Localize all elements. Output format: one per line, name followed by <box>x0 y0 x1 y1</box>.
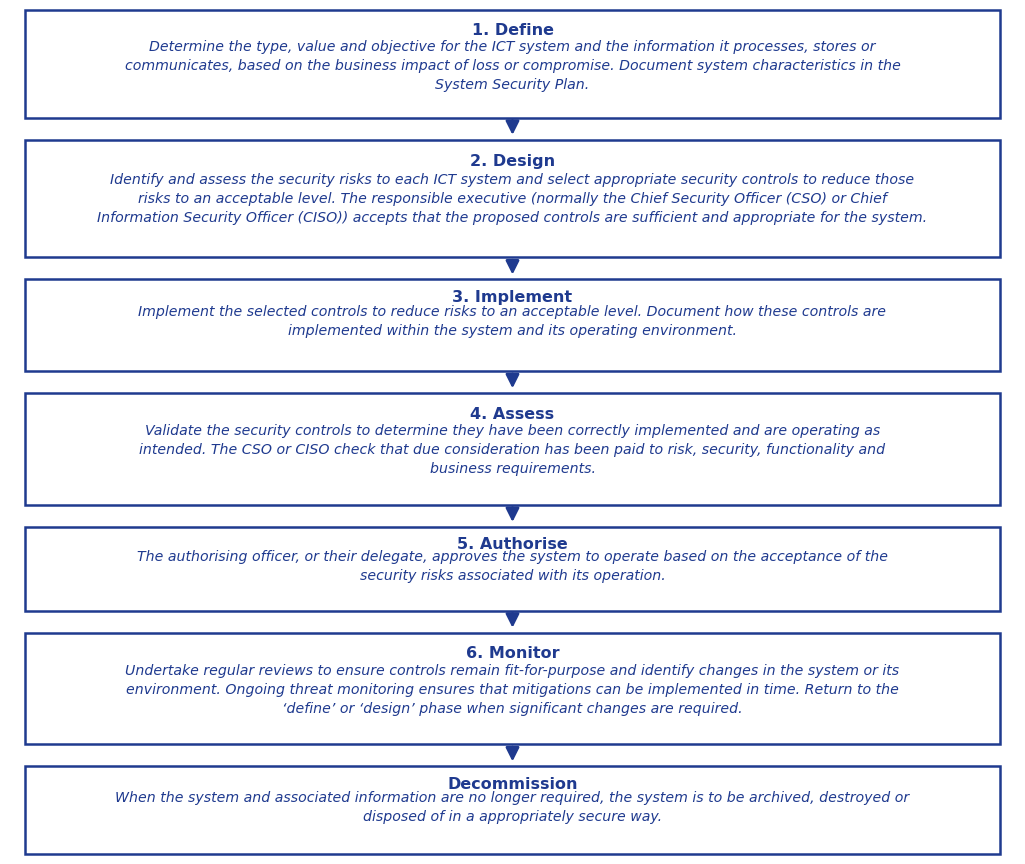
FancyBboxPatch shape <box>25 393 1000 505</box>
Text: Identify and assess the security risks to each ICT system and select appropriate: Identify and assess the security risks t… <box>97 173 928 225</box>
FancyBboxPatch shape <box>25 279 1000 372</box>
Text: 4. Assess: 4. Assess <box>470 406 555 422</box>
FancyBboxPatch shape <box>25 140 1000 257</box>
FancyBboxPatch shape <box>25 10 1000 118</box>
Text: Decommission: Decommission <box>447 777 578 791</box>
Text: When the system and associated information are no longer required, the system is: When the system and associated informati… <box>116 791 909 823</box>
Text: 5. Authorise: 5. Authorise <box>457 537 568 552</box>
Text: Validate the security controls to determine they have been correctly implemented: Validate the security controls to determ… <box>139 424 886 476</box>
Text: Undertake regular reviews to ensure controls remain fit-for-purpose and identify: Undertake regular reviews to ensure cont… <box>125 664 900 715</box>
FancyBboxPatch shape <box>25 527 1000 611</box>
FancyBboxPatch shape <box>25 766 1000 854</box>
Text: The authorising officer, or their delegate, approves the system to operate based: The authorising officer, or their delega… <box>137 550 888 583</box>
Text: 2. Design: 2. Design <box>469 154 556 168</box>
Text: Implement the selected controls to reduce risks to an acceptable level. Document: Implement the selected controls to reduc… <box>138 305 887 338</box>
Text: 3. Implement: 3. Implement <box>452 290 573 305</box>
Text: 1. Define: 1. Define <box>472 23 554 38</box>
Text: Determine the type, value and objective for the ICT system and the information i: Determine the type, value and objective … <box>125 40 900 92</box>
Text: 6. Monitor: 6. Monitor <box>465 646 560 661</box>
FancyBboxPatch shape <box>25 632 1000 744</box>
